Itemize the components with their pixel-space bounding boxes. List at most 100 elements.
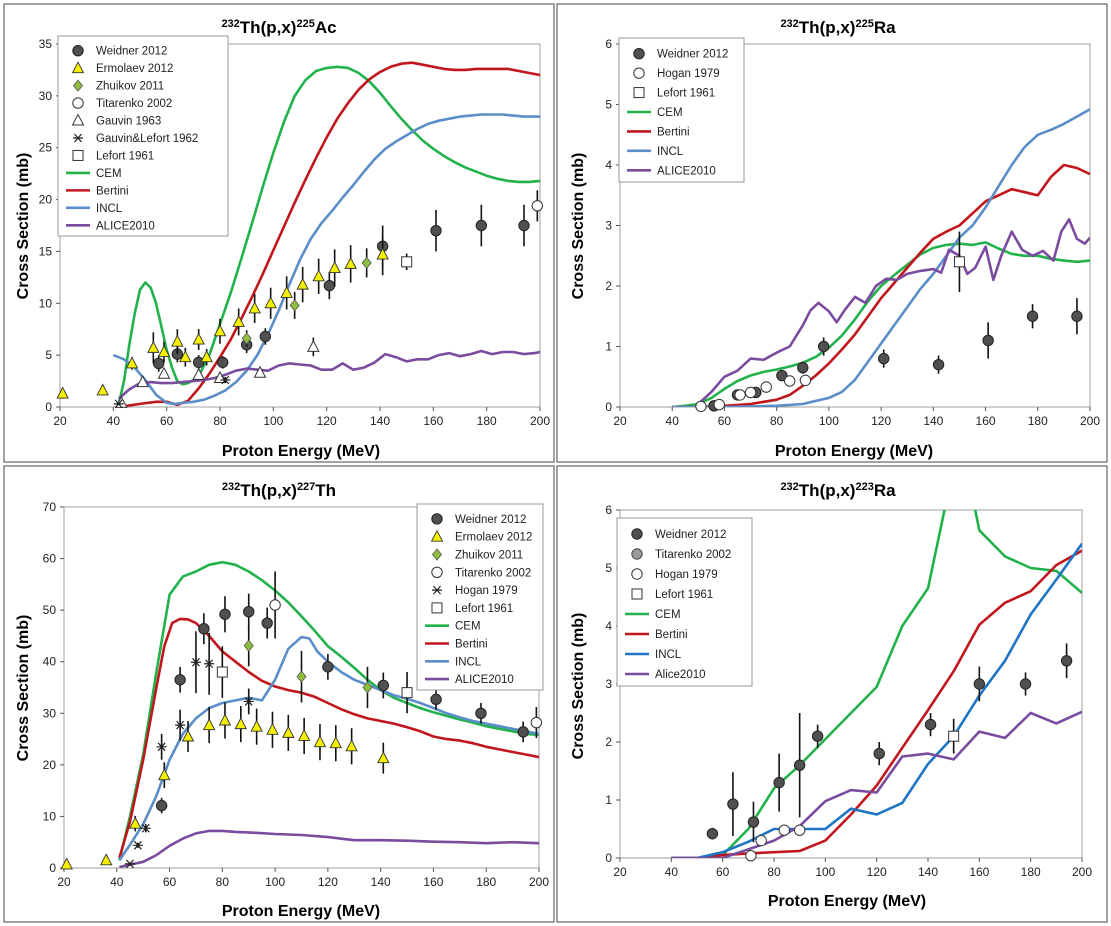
legend-label: Lefort 1961 bbox=[96, 150, 154, 162]
data-point bbox=[259, 330, 272, 343]
data-point bbox=[253, 365, 267, 378]
data-point bbox=[132, 840, 143, 850]
data-point bbox=[261, 617, 273, 629]
data-point bbox=[204, 659, 215, 669]
y-tick-label: 30 bbox=[43, 706, 57, 720]
legend-label: Lefort 1961 bbox=[655, 589, 713, 601]
data-point bbox=[289, 299, 300, 312]
panel-title: 232Th(p,x)223Ra bbox=[780, 481, 896, 500]
y-tick-label: 20 bbox=[39, 193, 53, 207]
panel-title: 232Th(p,x)225Ra bbox=[780, 18, 896, 37]
legend-label: ALICE2010 bbox=[96, 220, 155, 232]
data-point bbox=[1060, 655, 1073, 667]
y-tick-label: 0 bbox=[605, 400, 612, 414]
data-point bbox=[216, 356, 229, 369]
legend-box bbox=[57, 35, 229, 237]
legend-label: Gauvin&Lefort 1962 bbox=[96, 133, 198, 145]
data-point bbox=[192, 356, 205, 369]
data-point bbox=[932, 358, 945, 371]
legend-label: Bertini bbox=[657, 126, 690, 138]
data-point bbox=[799, 374, 812, 387]
y-axis-label: Cross Section (mb) bbox=[570, 613, 587, 760]
x-tick-label: 80 bbox=[216, 875, 230, 889]
data-point bbox=[322, 661, 334, 673]
legend-label: Weidner 2012 bbox=[96, 46, 167, 58]
data-point bbox=[202, 718, 216, 731]
legend-label: Weidner 2012 bbox=[455, 514, 526, 526]
series-line-alice2010 bbox=[117, 349, 540, 400]
data-point bbox=[361, 256, 372, 269]
y-tick-label: 1 bbox=[605, 793, 612, 807]
legend-label: Titarenko 2002 bbox=[455, 567, 531, 579]
data-point bbox=[531, 200, 544, 212]
data-point bbox=[220, 375, 231, 385]
data-point bbox=[713, 398, 725, 411]
x-tick-label: 160 bbox=[423, 414, 443, 428]
data-point bbox=[982, 334, 994, 347]
data-point bbox=[475, 219, 488, 232]
data-point bbox=[243, 697, 254, 706]
legend-label: Weidner 2012 bbox=[655, 529, 726, 541]
y-tick-label: 20 bbox=[43, 758, 57, 772]
x-tick-label: 180 bbox=[476, 875, 496, 889]
data-point bbox=[243, 605, 255, 618]
panel-th-ra225: 232Th(p,x)225Ra Proton Energy (MeV) Cros… bbox=[556, 3, 1108, 463]
legend-marker bbox=[72, 149, 84, 161]
x-tick-label: 20 bbox=[57, 875, 71, 889]
x-tick-label: 60 bbox=[160, 414, 174, 428]
legend-box bbox=[618, 37, 745, 183]
x-tick-label: 40 bbox=[665, 865, 679, 879]
data-point bbox=[793, 824, 806, 836]
legend-label: Titarenko 2002 bbox=[96, 98, 172, 110]
x-tick-label: 140 bbox=[371, 875, 391, 889]
y-tick-label: 40 bbox=[43, 655, 57, 669]
x-tick-label: 140 bbox=[918, 865, 938, 879]
data-point bbox=[129, 816, 142, 829]
y-tick-label: 5 bbox=[45, 348, 52, 362]
data-point bbox=[329, 736, 343, 749]
x-tick-label: 120 bbox=[871, 414, 891, 428]
data-point bbox=[124, 859, 135, 869]
legend: Weidner 2012 Hogan 1979 Lefort 1961 CEM Bert… bbox=[618, 37, 745, 183]
panel-th-ac225: 232Th(p,x)225Ac Proton Energy (MeV) Cros… bbox=[3, 3, 555, 463]
data-point bbox=[192, 332, 205, 345]
data-point bbox=[430, 693, 442, 706]
data-point bbox=[218, 713, 232, 726]
y-tick-label: 0 bbox=[605, 851, 612, 865]
y-tick-label: 10 bbox=[43, 809, 57, 823]
data-point bbox=[140, 823, 151, 833]
data-point bbox=[784, 375, 796, 387]
x-tick-label: 80 bbox=[767, 865, 781, 879]
y-tick-label: 2 bbox=[605, 279, 612, 293]
series-line-alice2010 bbox=[671, 710, 1082, 858]
x-tick-label: 100 bbox=[265, 875, 285, 889]
data-point bbox=[181, 729, 195, 742]
x-tick-label: 200 bbox=[1072, 865, 1092, 879]
data-point bbox=[232, 314, 245, 327]
y-tick-label: 35 bbox=[39, 37, 53, 51]
y-axis-label: Cross Section (mb) bbox=[15, 615, 32, 762]
legend-label: Ermolaev 2012 bbox=[455, 532, 532, 544]
legend-box bbox=[616, 517, 753, 687]
data-point bbox=[760, 381, 772, 393]
x-tick-label: 160 bbox=[976, 414, 996, 428]
data-point bbox=[948, 730, 960, 742]
x-tick-label: 120 bbox=[318, 875, 338, 889]
x-tick-label: 200 bbox=[529, 875, 549, 889]
legend-label: Lefort 1961 bbox=[455, 603, 513, 615]
series-line-bertini bbox=[672, 163, 1090, 407]
legend-marker bbox=[631, 588, 643, 600]
data-point bbox=[1026, 310, 1039, 322]
data-point bbox=[155, 799, 168, 812]
legend-label: Zhuikov 2011 bbox=[96, 81, 164, 93]
data-point bbox=[198, 623, 210, 635]
legend-marker bbox=[431, 513, 443, 525]
y-tick-label: 70 bbox=[43, 500, 57, 514]
legend-label: CEM bbox=[657, 107, 683, 119]
data-point bbox=[401, 687, 413, 699]
data-point bbox=[158, 768, 171, 781]
data-point bbox=[695, 400, 707, 413]
data-point bbox=[264, 296, 277, 309]
data-point bbox=[924, 718, 937, 731]
y-axis-label: Cross Section (mb) bbox=[15, 153, 32, 300]
